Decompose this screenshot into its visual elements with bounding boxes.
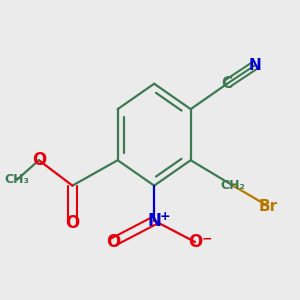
Text: N: N bbox=[248, 58, 261, 73]
Text: C: C bbox=[222, 76, 233, 91]
Text: CH₂: CH₂ bbox=[220, 179, 245, 192]
Text: N: N bbox=[147, 212, 161, 230]
Text: O: O bbox=[188, 233, 202, 251]
Text: O: O bbox=[106, 233, 120, 251]
Text: CH₃: CH₃ bbox=[4, 173, 29, 186]
Text: −: − bbox=[202, 232, 213, 245]
Text: +: + bbox=[160, 210, 171, 223]
Text: O: O bbox=[32, 151, 46, 169]
Text: O: O bbox=[65, 214, 80, 232]
Text: Br: Br bbox=[259, 199, 278, 214]
